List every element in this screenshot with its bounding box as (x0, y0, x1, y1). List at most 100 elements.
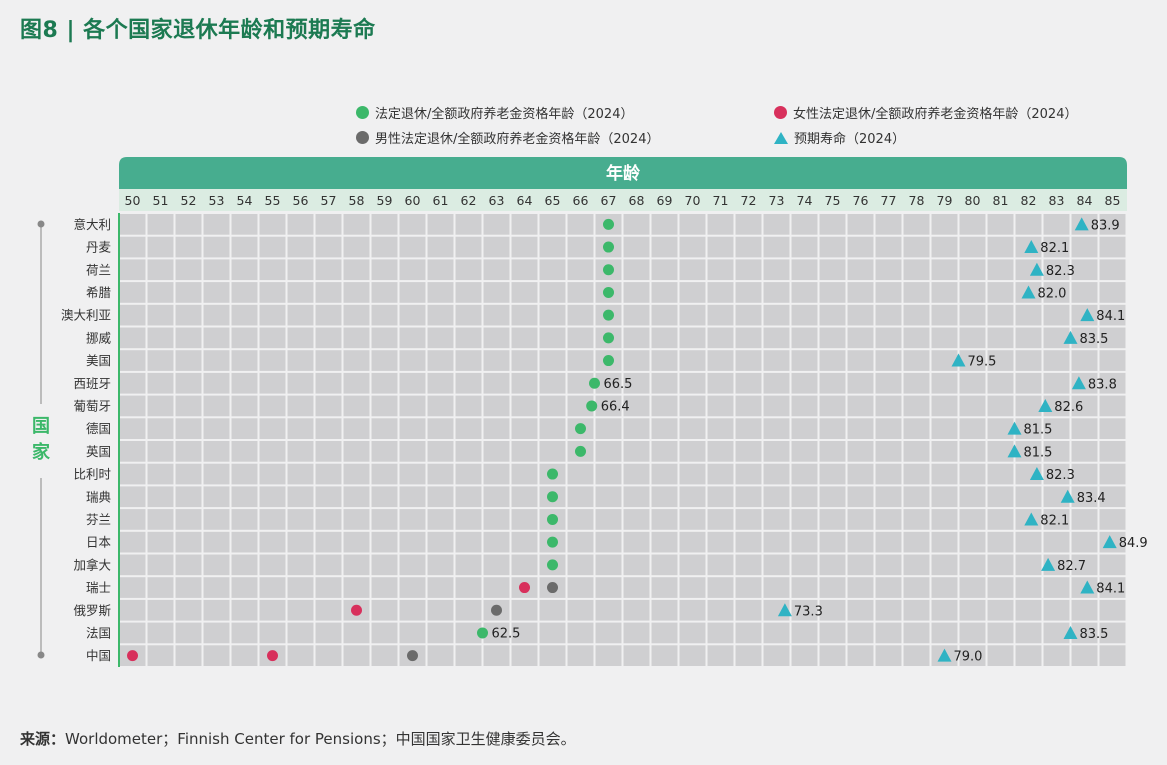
grid-cell (147, 282, 174, 303)
grid-cell (399, 441, 426, 462)
grid-cell (343, 509, 370, 530)
grid-cell (903, 486, 930, 508)
grid-cell (623, 395, 650, 417)
grid-cell (1071, 350, 1098, 371)
grid-cell (903, 282, 930, 303)
grid-cell (931, 463, 958, 485)
standard-retirement-point (547, 559, 558, 571)
grid-cell (651, 577, 678, 598)
male-retirement-point (547, 582, 558, 594)
grid-cell (931, 418, 958, 439)
standard-retirement-label: 66.4 (601, 399, 630, 414)
life-expectancy-label: 79.5 (968, 355, 997, 370)
grid-cell (203, 418, 230, 439)
grid-cell (1071, 645, 1098, 666)
grid-cell (567, 327, 594, 349)
grid-cell (231, 236, 258, 258)
grid-cell (315, 441, 342, 462)
grid-cell (399, 395, 426, 417)
grid-cell (651, 463, 678, 485)
grid-cell (651, 350, 678, 371)
grid-cell (147, 372, 174, 394)
grid-cell (175, 327, 202, 349)
grid-cell (623, 486, 650, 508)
grid-cell (595, 554, 622, 576)
grid-cell (511, 282, 538, 303)
grid-cell (959, 236, 986, 258)
standard-retirement-point (547, 491, 558, 503)
grid-cell (959, 214, 986, 235)
grid-cell (819, 372, 846, 394)
grid-cell (1015, 531, 1042, 553)
legend-label-female: 女性法定退休/全额政府养老金资格年龄（2024） (793, 107, 1078, 122)
grid-cell (1015, 214, 1042, 235)
grid-cell (763, 441, 790, 462)
grid-cell (847, 645, 874, 666)
grid-cell (959, 599, 986, 621)
grid-cell (175, 259, 202, 281)
grid-cell (931, 645, 958, 666)
grid-cell (903, 599, 930, 621)
grid-cell (763, 236, 790, 258)
grid-cell (735, 214, 762, 235)
grid-cell (567, 304, 594, 326)
grid-cell (875, 395, 902, 417)
life-expectancy-point (1024, 240, 1039, 254)
grid-cell (455, 577, 482, 598)
grid-cell (1099, 372, 1126, 394)
grid-cell (623, 372, 650, 394)
grid-cell (623, 236, 650, 258)
grid-cell (371, 599, 398, 621)
grid-cell (735, 236, 762, 258)
x-tick-label: 63 (489, 193, 505, 208)
grid-cell (511, 418, 538, 439)
life-expectancy-label: 83.9 (1091, 218, 1120, 233)
grid-cell (147, 622, 174, 644)
life-expectancy-point (1029, 262, 1044, 276)
grid-cell (679, 282, 706, 303)
country-label: 法国 (86, 625, 111, 640)
grid-cell (567, 259, 594, 281)
grid-cell (175, 599, 202, 621)
grid-cell (847, 214, 874, 235)
standard-retirement-point (603, 218, 614, 230)
grid-cell (735, 463, 762, 485)
x-tick-label: 70 (685, 193, 701, 208)
grid-cell (371, 395, 398, 417)
grid-cell (931, 622, 958, 644)
grid-cell (595, 509, 622, 530)
grid-cell (819, 350, 846, 371)
grid-cell (231, 327, 258, 349)
grid-cell (959, 282, 986, 303)
grid-cell (763, 554, 790, 576)
grid-cell (791, 259, 818, 281)
grid-cell (147, 441, 174, 462)
grid-cell (595, 418, 622, 439)
legend-label-male: 男性法定退休/全额政府养老金资格年龄（2024） (375, 132, 660, 147)
grid-cell (343, 372, 370, 394)
grid-cell (119, 282, 146, 303)
grid-cell (567, 599, 594, 621)
grid-cell (763, 463, 790, 485)
grid-cell (175, 372, 202, 394)
grid-cell (1043, 214, 1070, 235)
grid-cell (595, 486, 622, 508)
grid-cell (371, 554, 398, 576)
grid-cell (455, 463, 482, 485)
grid-cell (763, 622, 790, 644)
x-tick-label: 83 (1049, 193, 1065, 208)
x-tick-label: 67 (601, 193, 617, 208)
grid-cell (1071, 463, 1098, 485)
grid-cell (1099, 395, 1126, 417)
grid-cell (147, 395, 174, 417)
life-expectancy-point (1080, 308, 1095, 322)
grid-cell (315, 418, 342, 439)
grid-cell (679, 463, 706, 485)
grid-cell (679, 350, 706, 371)
grid-cell (287, 463, 314, 485)
grid-cell (679, 395, 706, 417)
source-label: 来源： (20, 730, 66, 748)
grid-cell (1043, 645, 1070, 666)
grid-cell (455, 259, 482, 281)
grid-cell (987, 463, 1014, 485)
